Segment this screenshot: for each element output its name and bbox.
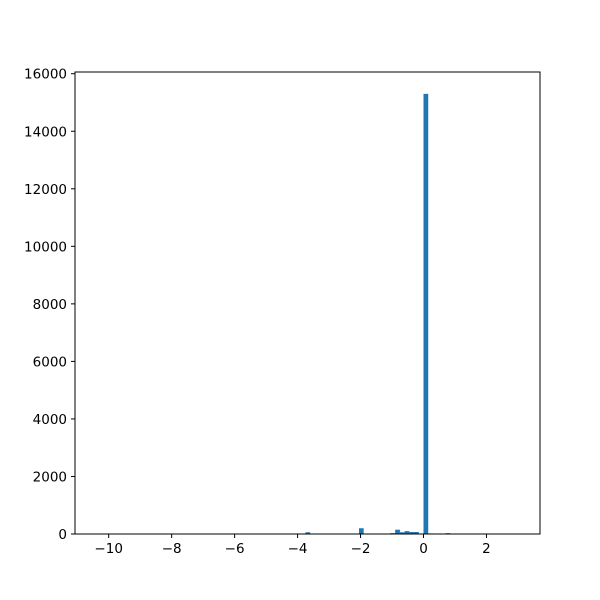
histogram-bar — [409, 531, 415, 534]
x-tick-label: −4 — [288, 541, 308, 557]
bars-group — [305, 93, 451, 535]
y-tick-label: 8000 — [33, 297, 67, 313]
histogram-bar — [399, 532, 405, 534]
histogram-bar — [404, 531, 410, 534]
histogram-bar — [414, 531, 419, 534]
histogram-bar — [358, 528, 364, 534]
y-tick-label: 14000 — [24, 124, 67, 140]
y-tick-label: 4000 — [33, 412, 67, 428]
x-axis: −10 −8 −6 −4 −2 0 2 — [94, 534, 491, 557]
plot-frame — [74, 71, 541, 535]
histogram-bar — [305, 532, 311, 534]
histogram-bar — [423, 93, 429, 535]
x-tick-label: −2 — [351, 541, 371, 557]
histogram-bar — [395, 529, 400, 534]
y-tick-label: 12000 — [24, 182, 67, 198]
x-tick-label: −6 — [225, 541, 245, 557]
y-tick-label: 16000 — [24, 67, 67, 83]
y-tick-label: 6000 — [33, 354, 67, 370]
y-tick-label: 0 — [58, 527, 67, 543]
x-tick-label: −10 — [94, 541, 123, 557]
x-tick-label: −8 — [162, 541, 182, 557]
x-tick-label: 0 — [419, 541, 428, 557]
y-tick-label: 2000 — [33, 469, 67, 485]
x-tick-label: 2 — [482, 541, 491, 557]
y-tick-label: 10000 — [24, 239, 67, 255]
y-axis: 0 2000 4000 6000 8000 10000 12000 14000 16000 — [24, 67, 75, 543]
